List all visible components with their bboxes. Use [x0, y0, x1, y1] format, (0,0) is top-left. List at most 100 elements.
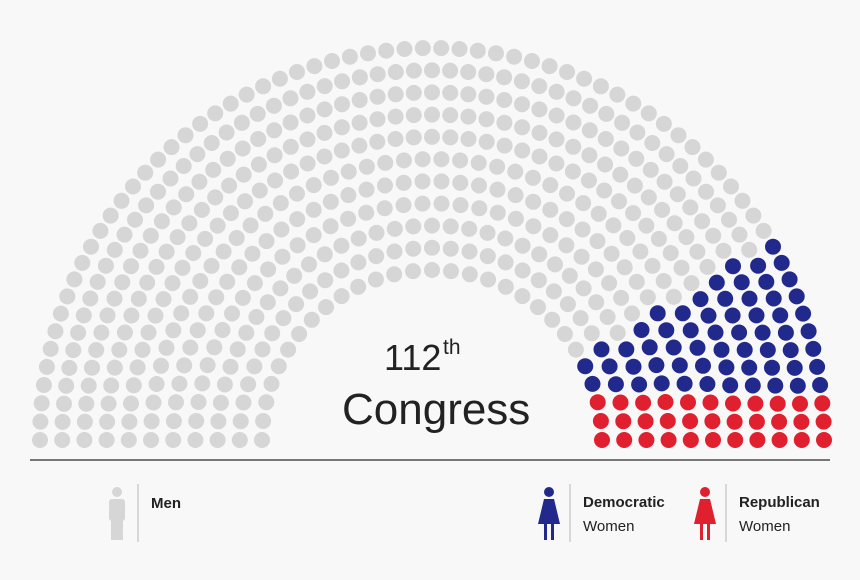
- seat: [758, 273, 775, 290]
- seat: [669, 186, 686, 203]
- seat: [93, 324, 110, 341]
- seat: [561, 267, 578, 284]
- seat: [387, 86, 404, 103]
- seat: [777, 324, 794, 341]
- seat: [376, 200, 393, 217]
- seat: [249, 105, 266, 122]
- seat: [653, 375, 670, 392]
- seat: [147, 307, 164, 324]
- seat: [771, 432, 788, 448]
- seat: [717, 290, 734, 307]
- seat: [272, 280, 289, 297]
- seat: [282, 138, 299, 155]
- seat: [103, 377, 120, 394]
- seat: [75, 307, 92, 324]
- seat: [358, 158, 375, 175]
- seat: [544, 311, 561, 328]
- seat: [414, 195, 431, 212]
- seat: [405, 240, 422, 257]
- seat: [143, 432, 159, 448]
- seat: [565, 114, 582, 131]
- seat: [599, 309, 616, 325]
- seat: [644, 135, 661, 151]
- seat: [460, 108, 477, 125]
- seat: [316, 124, 333, 141]
- seat: [609, 324, 626, 341]
- seat: [731, 324, 748, 341]
- seat: [129, 359, 146, 376]
- seat: [171, 375, 188, 392]
- seat: [580, 172, 597, 189]
- seat: [414, 151, 431, 168]
- seat: [619, 230, 636, 246]
- seat: [169, 229, 186, 246]
- seat: [61, 359, 78, 376]
- seat: [82, 290, 99, 307]
- seat: [148, 258, 165, 275]
- seat: [442, 107, 459, 124]
- seat: [145, 394, 162, 411]
- seat: [605, 217, 622, 234]
- icon-body: [694, 499, 716, 524]
- seat: [612, 166, 629, 183]
- seat: [722, 377, 739, 394]
- seat: [545, 283, 562, 300]
- seat: [637, 413, 654, 430]
- seat: [233, 114, 250, 131]
- seat: [694, 213, 711, 230]
- seat: [635, 394, 652, 411]
- seat: [759, 342, 776, 358]
- seat: [333, 288, 350, 305]
- seat: [572, 310, 589, 327]
- seat: [100, 395, 117, 412]
- seat: [143, 413, 160, 430]
- seat: [150, 151, 167, 168]
- seat: [235, 166, 252, 183]
- seat: [614, 114, 631, 131]
- seat: [754, 324, 771, 341]
- seat: [451, 41, 468, 57]
- seat: [642, 161, 659, 178]
- seat: [542, 201, 559, 218]
- seat: [597, 131, 614, 147]
- seat: [153, 357, 169, 374]
- seat: [702, 394, 719, 411]
- seat: [479, 224, 496, 241]
- seat: [158, 339, 175, 356]
- seat: [764, 359, 780, 376]
- seat: [289, 237, 306, 254]
- seat: [246, 275, 263, 292]
- seat: [333, 119, 350, 136]
- seat: [478, 133, 495, 150]
- seat: [158, 243, 175, 260]
- title-suffix: th: [443, 336, 461, 359]
- seat: [625, 358, 642, 375]
- seat: [786, 359, 803, 376]
- seat: [271, 70, 288, 87]
- seat: [800, 323, 817, 340]
- seat: [263, 375, 280, 392]
- seat: [176, 357, 193, 374]
- seat: [452, 152, 469, 169]
- seat: [460, 131, 477, 147]
- seat: [772, 307, 789, 324]
- seat: [189, 322, 206, 339]
- seat: [724, 307, 741, 324]
- seat: [541, 58, 558, 75]
- seat: [548, 155, 565, 172]
- seat: [120, 432, 137, 448]
- seat: [414, 173, 431, 190]
- seat: [583, 325, 600, 342]
- seat: [782, 342, 799, 359]
- seat: [305, 201, 322, 218]
- seat: [125, 178, 141, 195]
- icon-head: [700, 487, 710, 497]
- seat: [497, 278, 514, 295]
- seat: [224, 305, 240, 322]
- seat: [658, 146, 675, 163]
- seat: [66, 271, 83, 288]
- title-number: 112: [384, 337, 441, 378]
- seat: [531, 101, 548, 118]
- seat: [471, 177, 487, 194]
- seat: [340, 210, 357, 227]
